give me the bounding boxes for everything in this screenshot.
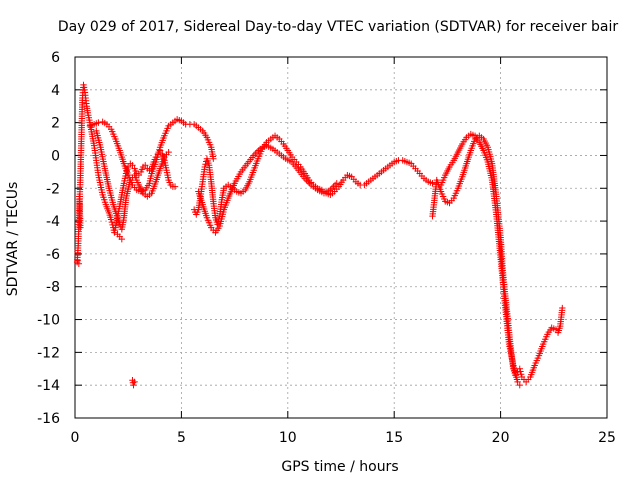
data-point <box>517 371 525 378</box>
chart-title: Day 029 of 2017, Sidereal Day-to-day VTE… <box>58 19 619 35</box>
data-point <box>516 365 523 372</box>
grid-lines <box>75 57 607 418</box>
data-point <box>201 163 209 171</box>
data-point <box>95 119 102 126</box>
data-point <box>74 257 81 264</box>
data-point <box>210 155 217 162</box>
data-point <box>514 378 521 386</box>
x-tick-label: 15 <box>385 430 403 446</box>
data-point <box>130 381 137 389</box>
data-point <box>559 304 566 312</box>
data-point <box>517 368 524 375</box>
data-point <box>202 161 209 168</box>
data-point <box>131 378 138 386</box>
x-tick-label: 10 <box>279 430 297 446</box>
y-tick-label: -16 <box>37 411 60 427</box>
y-tick-label: 0 <box>51 148 60 164</box>
x-tick-label: 25 <box>598 430 616 446</box>
data-point <box>516 381 523 389</box>
data-point <box>165 148 172 156</box>
y-tick-label: -8 <box>46 280 60 296</box>
data-point <box>306 180 313 187</box>
data-point <box>142 162 149 169</box>
data-point <box>331 181 339 189</box>
y-axis-label: SDTVAR / TECUs <box>5 182 21 297</box>
data-point <box>171 183 179 190</box>
data-point <box>129 162 136 169</box>
x-tick-label: 20 <box>492 430 510 446</box>
y-tick-label: -4 <box>46 214 60 230</box>
y-tick-label: -6 <box>46 247 60 263</box>
data-point <box>333 180 340 187</box>
data-point <box>77 224 84 231</box>
x-tick-label: 0 <box>71 430 80 446</box>
y-tick-label: 2 <box>51 116 60 132</box>
y-tick-label: -14 <box>37 378 60 394</box>
data-points <box>73 81 566 389</box>
plot-frame <box>74 56 608 419</box>
data-point <box>107 216 115 223</box>
y-tick-label: 4 <box>51 83 60 99</box>
y-tick-label: -12 <box>37 345 60 361</box>
data-point <box>114 231 121 238</box>
x-axis-ticks: 0 5 10 15 20 25 <box>71 57 616 446</box>
x-tick-label: 5 <box>177 430 186 446</box>
data-point <box>75 260 83 267</box>
y-tick-label: 6 <box>51 50 60 66</box>
data-point <box>304 178 312 185</box>
data-point <box>108 218 116 226</box>
data-point <box>429 180 436 187</box>
x-axis-label: GPS time / hours <box>281 459 398 475</box>
y-axis-ticks: -16 -14 -12 -10 -8 -6 -4 -2 0 2 4 6 <box>37 50 607 427</box>
y-tick-label: -2 <box>46 181 60 197</box>
data-point <box>552 326 560 333</box>
y-tick-label: -10 <box>37 313 60 329</box>
